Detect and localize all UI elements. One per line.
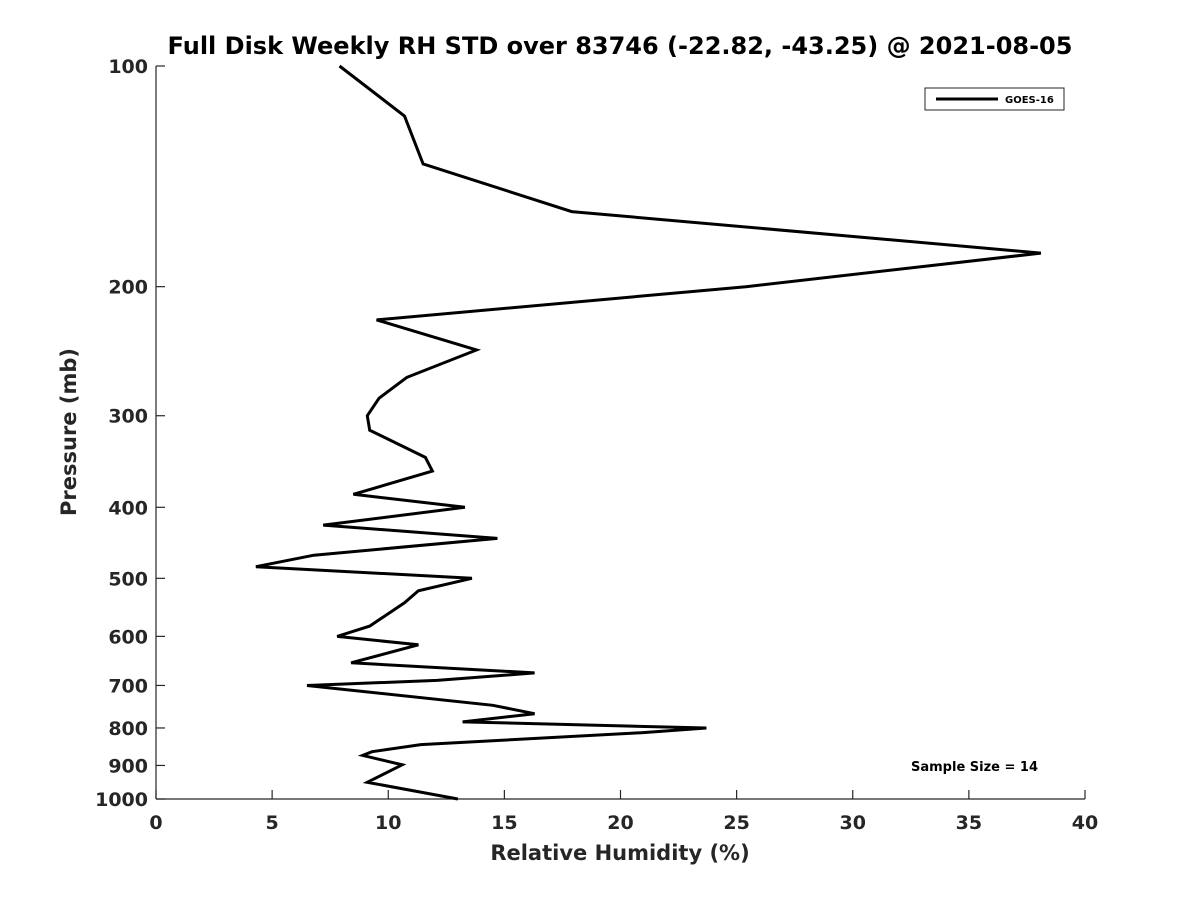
y-axis-title: Pressure (mb) [57, 348, 81, 516]
x-tick-label: 10 [375, 812, 401, 834]
y-ticks: 100 200 300 400 500 600 700 800 900 1000 [95, 56, 165, 811]
legend: GOES-16 [924, 87, 1065, 111]
x-axis-title: Relative Humidity (%) [490, 841, 749, 865]
x-tick-label: 5 [266, 812, 279, 834]
y-tick-label: 300 [108, 406, 148, 428]
sample-size-annotation: Sample Size = 14 [911, 760, 1038, 775]
x-tick-label: 35 [956, 812, 982, 834]
y-tick-label: 100 [108, 56, 148, 78]
x-ticks: 0 5 10 15 20 25 30 35 40 [149, 790, 1098, 834]
x-tick-label: 15 [491, 812, 517, 834]
legend-label: GOES-16 [1005, 95, 1054, 106]
y-tick-label: 800 [108, 718, 148, 740]
x-tick-label: 40 [1072, 812, 1098, 834]
y-tick-label: 1000 [95, 789, 148, 811]
y-tick-label: 600 [108, 626, 148, 648]
y-tick-label: 500 [108, 568, 148, 590]
y-tick-label: 400 [108, 497, 148, 519]
x-tick-label: 25 [723, 812, 749, 834]
series-line-goes-16 [255, 64, 1042, 801]
series-layer [255, 64, 1042, 801]
y-tick-label: 900 [108, 755, 148, 777]
x-tick-label: 0 [149, 812, 162, 834]
x-tick-label: 30 [840, 812, 866, 834]
chart-title: Full Disk Weekly RH STD over 83746 (-22.… [168, 32, 1073, 60]
y-tick-label: 200 [108, 277, 148, 299]
y-tick-label: 700 [108, 675, 148, 697]
x-tick-label: 20 [607, 812, 633, 834]
